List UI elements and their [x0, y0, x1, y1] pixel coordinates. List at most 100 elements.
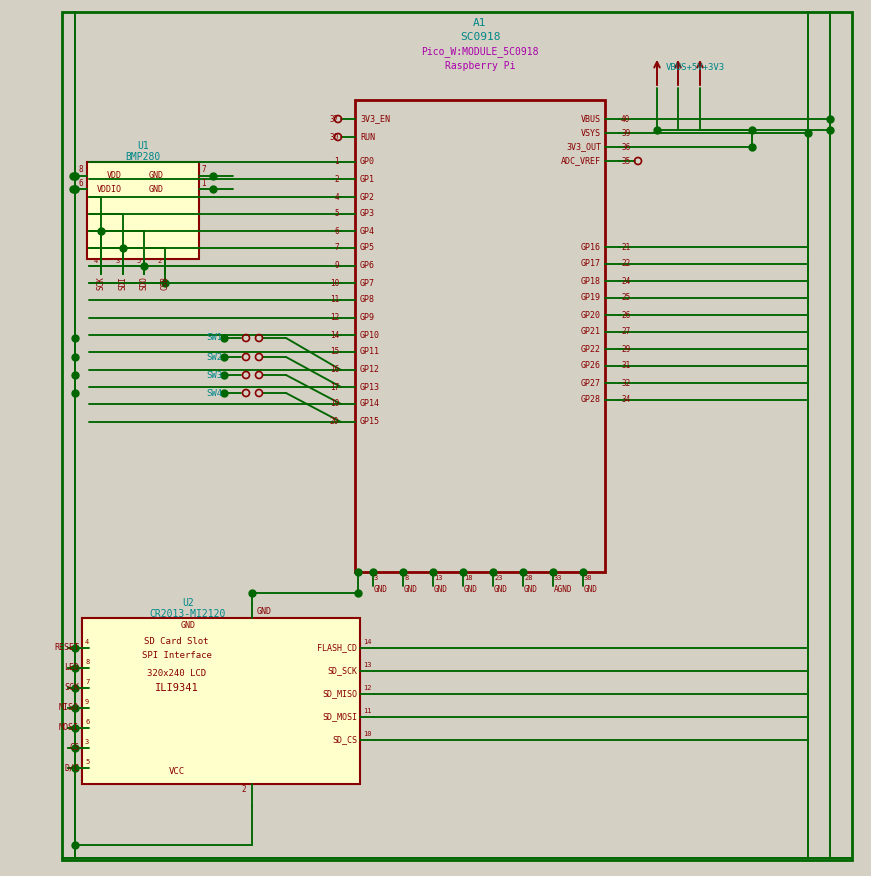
- Text: FLASH_CD: FLASH_CD: [317, 644, 357, 653]
- Text: 32: 32: [621, 378, 631, 387]
- Text: 3V3_OUT: 3V3_OUT: [566, 143, 601, 152]
- Text: GP17: GP17: [581, 259, 601, 269]
- Text: GND: GND: [464, 584, 478, 594]
- Text: 28: 28: [524, 575, 532, 581]
- Text: 7: 7: [201, 166, 206, 174]
- Text: GP15: GP15: [360, 418, 380, 427]
- Text: 13: 13: [363, 662, 372, 668]
- Text: 5: 5: [85, 759, 89, 765]
- Text: GP22: GP22: [581, 344, 601, 354]
- Text: 27: 27: [621, 328, 631, 336]
- Text: GP2: GP2: [360, 193, 375, 201]
- Text: 6: 6: [334, 227, 339, 236]
- Text: GP28: GP28: [581, 395, 601, 405]
- Text: 21: 21: [621, 243, 631, 251]
- Text: GP26: GP26: [581, 362, 601, 371]
- Text: GP0: GP0: [360, 158, 375, 166]
- Text: 25: 25: [621, 293, 631, 302]
- Text: 20: 20: [330, 418, 339, 427]
- Text: 38: 38: [584, 575, 592, 581]
- Text: 3: 3: [116, 258, 120, 264]
- Text: 5: 5: [137, 258, 141, 264]
- Text: CSB: CSB: [160, 276, 170, 290]
- Text: VDDIO: VDDIO: [97, 185, 122, 194]
- Text: GND: GND: [374, 584, 388, 594]
- Text: GND: GND: [404, 584, 418, 594]
- Text: 11: 11: [363, 708, 372, 714]
- Text: Pico_W:MODULE_5C0918: Pico_W:MODULE_5C0918: [422, 46, 539, 58]
- Text: SD_MISO: SD_MISO: [322, 689, 357, 698]
- Bar: [87, 162, 199, 259]
- Text: GP20: GP20: [581, 310, 601, 320]
- Text: 15: 15: [330, 348, 339, 357]
- Text: 22: 22: [621, 259, 631, 269]
- Text: ILI9341: ILI9341: [155, 683, 199, 693]
- Text: SD_CS: SD_CS: [332, 736, 357, 745]
- Text: VBUS: VBUS: [581, 115, 601, 124]
- Text: GP7: GP7: [360, 279, 375, 287]
- Text: 13: 13: [434, 575, 442, 581]
- Text: RESET: RESET: [54, 644, 79, 653]
- Text: 19: 19: [330, 399, 339, 408]
- Text: 36: 36: [621, 143, 631, 152]
- Text: 11: 11: [330, 295, 339, 305]
- Text: SDI: SDI: [118, 276, 127, 290]
- Text: 14: 14: [330, 330, 339, 340]
- Text: 29: 29: [621, 344, 631, 354]
- Text: 320x240 LCD: 320x240 LCD: [147, 668, 206, 677]
- Text: 31: 31: [621, 362, 631, 371]
- Text: GP12: GP12: [360, 365, 380, 375]
- Text: 1: 1: [334, 158, 339, 166]
- Text: 30: 30: [330, 132, 339, 142]
- Text: SW3: SW3: [206, 371, 222, 379]
- Text: SDO: SDO: [139, 276, 148, 290]
- Text: 6: 6: [85, 719, 89, 725]
- Text: 39: 39: [621, 129, 631, 138]
- Text: RUN: RUN: [360, 132, 375, 142]
- Text: 9: 9: [334, 262, 339, 271]
- Text: CR2013-MI2120: CR2013-MI2120: [150, 609, 226, 619]
- Text: 4: 4: [85, 639, 89, 645]
- Text: SD_MOSI: SD_MOSI: [322, 712, 357, 722]
- Text: 26: 26: [621, 310, 631, 320]
- Text: 35: 35: [621, 157, 631, 166]
- Text: 5: 5: [334, 209, 339, 218]
- Text: GND: GND: [494, 584, 508, 594]
- Text: SD Card Slot: SD Card Slot: [145, 637, 209, 646]
- Text: 10: 10: [330, 279, 339, 287]
- Text: GP14: GP14: [360, 399, 380, 408]
- Text: SW1: SW1: [206, 334, 222, 343]
- Text: 2: 2: [158, 258, 162, 264]
- Text: GND: GND: [149, 185, 164, 194]
- Text: 33: 33: [554, 575, 563, 581]
- Text: GND: GND: [257, 606, 272, 616]
- Text: 2: 2: [241, 785, 246, 794]
- Text: MISO: MISO: [59, 703, 79, 712]
- Text: SPI Interface: SPI Interface: [142, 652, 212, 661]
- Text: GND: GND: [524, 584, 538, 594]
- Text: U1: U1: [137, 141, 149, 151]
- Text: 4: 4: [94, 258, 98, 264]
- Text: 8: 8: [85, 659, 89, 665]
- Text: 4: 4: [334, 193, 339, 201]
- Text: SCK: SCK: [97, 276, 105, 290]
- Text: 14: 14: [363, 639, 372, 645]
- Text: ADC_VREF: ADC_VREF: [561, 157, 601, 166]
- Text: GP1: GP1: [360, 174, 375, 183]
- Text: SW4: SW4: [206, 388, 222, 398]
- Text: GP27: GP27: [581, 378, 601, 387]
- Text: SW2: SW2: [206, 352, 222, 362]
- Bar: [82, 618, 360, 784]
- Text: SCK: SCK: [64, 683, 79, 693]
- Text: 10: 10: [363, 731, 372, 737]
- Text: VSYS: VSYS: [581, 129, 601, 138]
- Text: 37: 37: [330, 115, 339, 124]
- Text: GND: GND: [149, 172, 164, 180]
- Text: GP6: GP6: [360, 262, 375, 271]
- Text: 8: 8: [404, 575, 408, 581]
- Text: GP4: GP4: [360, 227, 375, 236]
- Text: GP16: GP16: [581, 243, 601, 251]
- Text: GND: GND: [584, 584, 598, 594]
- Text: 17: 17: [330, 383, 339, 392]
- Text: 1: 1: [201, 179, 206, 187]
